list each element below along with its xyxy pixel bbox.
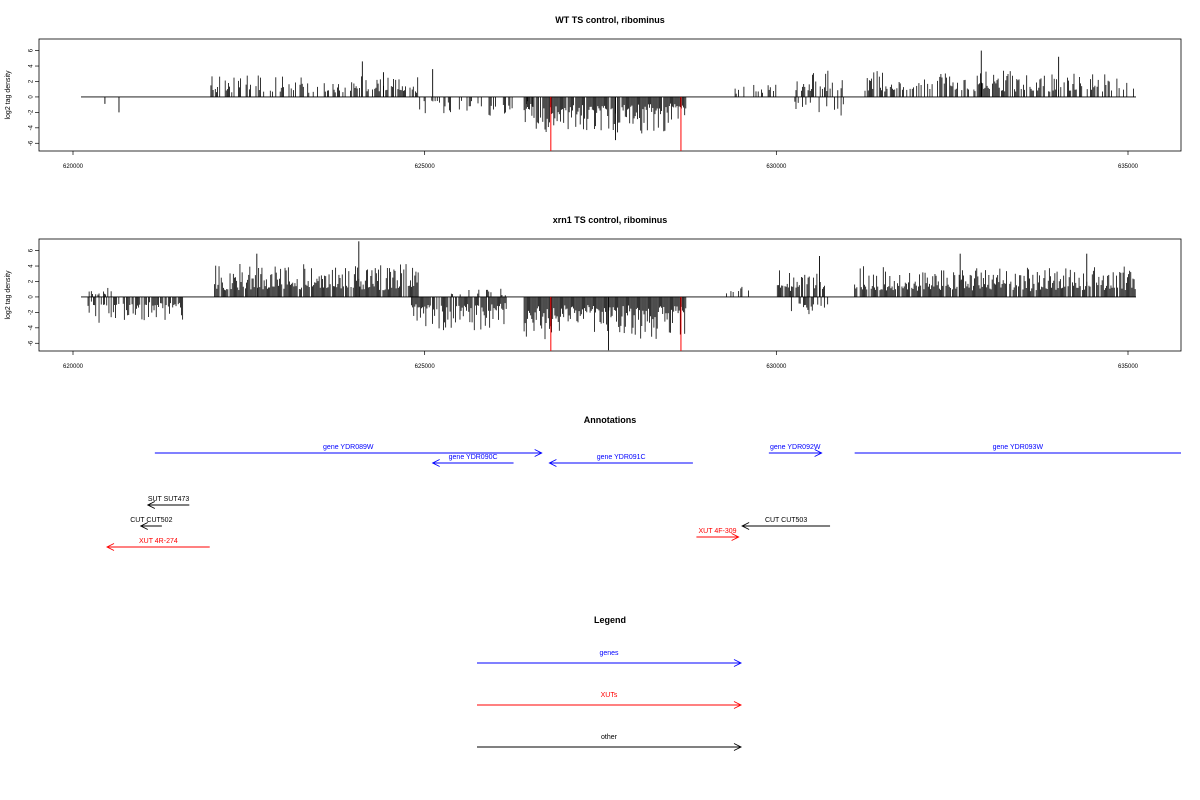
legend-label: other — [601, 734, 618, 741]
feature-label: gene YDR090C — [449, 454, 498, 461]
feature-label: gene YDR093W — [993, 444, 1044, 451]
feature-label: XUT 4R-274 — [139, 538, 178, 545]
wt-y-axis-label: log2 tag density — [5, 70, 12, 120]
wt-panel-title: WT TS control, ribominus — [555, 15, 665, 25]
xrn1-x-axis: 620000 625000 630000 635000 — [63, 351, 1139, 370]
legend-label: genes — [599, 650, 619, 657]
y-tick-label: 6 — [29, 248, 35, 252]
feature-arrows: gene YDR089W gene YDR090C gene YDR091C gene… — [106, 444, 1181, 551]
xrn1-plot-frame — [38, 238, 1182, 352]
y-tick-label: -2 — [29, 109, 35, 115]
wt-plot-frame — [38, 38, 1182, 152]
y-tick-label: 2 — [29, 279, 35, 283]
feature-arrowhead — [106, 543, 115, 551]
x-tick-label: 630000 — [766, 364, 787, 370]
y-tick-label: -4 — [29, 125, 35, 131]
x-tick-label: 635000 — [1118, 164, 1139, 170]
x-tick-label: 620000 — [63, 164, 84, 170]
x-tick-label: 625000 — [415, 164, 436, 170]
feature-label: gene YDR091C — [597, 454, 646, 461]
legend-panel: Legend genes XUTs other — [477, 615, 743, 751]
feature-label: XUT 4F-309 — [699, 528, 737, 535]
feature-arrowhead — [139, 522, 148, 530]
feature-arrowhead — [431, 459, 440, 467]
feature-arrowhead — [534, 449, 543, 457]
y-tick-label: 4 — [29, 64, 35, 68]
feature-arrowhead — [814, 449, 823, 457]
annotations-title: Annotations — [584, 415, 637, 425]
y-tick-label: -6 — [29, 140, 35, 146]
wt-coverage-bars — [81, 50, 1136, 151]
feature-arrowhead — [731, 533, 740, 541]
y-tick-label: -2 — [29, 309, 35, 315]
xrn1-panel-title: xrn1 TS control, ribominus — [553, 215, 668, 225]
xrn1-y-axis-label: log2 tag density — [5, 270, 12, 320]
y-tick-label: 4 — [29, 264, 35, 268]
x-tick-label: 620000 — [63, 364, 84, 370]
x-tick-label: 630000 — [766, 164, 787, 170]
legend-arrowhead — [733, 659, 743, 667]
y-tick-label: 0 — [29, 295, 35, 299]
feature-arrowhead — [146, 501, 156, 509]
legend-arrowhead — [733, 743, 743, 751]
legend-items: genes XUTs other — [477, 650, 743, 751]
wt-y-axis: 6 4 2 0 -2 -4 -6 — [29, 48, 39, 146]
x-tick-label: 635000 — [1118, 364, 1139, 370]
x-tick-label: 625000 — [415, 364, 436, 370]
feature-arrowhead — [741, 522, 750, 530]
legend-arrowhead — [733, 701, 743, 709]
legend-title: Legend — [594, 615, 626, 625]
feature-label: gene YDR092W — [770, 444, 821, 451]
wt-x-axis: 620000 625000 630000 635000 — [63, 151, 1139, 170]
xrn1-coverage-panel: xrn1 TS control, ribominus log2 tag dens… — [5, 215, 1182, 370]
y-tick-label: 2 — [29, 79, 35, 83]
feature-arrowhead — [548, 459, 557, 467]
y-tick-label: -6 — [29, 340, 35, 346]
y-tick-label: 0 — [29, 95, 35, 99]
xrn1-y-axis: 6 4 2 0 -2 -4 -6 — [29, 248, 39, 346]
feature-label: gene YDR089W — [323, 444, 374, 451]
legend-label: XUTs — [601, 692, 618, 699]
wt-coverage-panel: WT TS control, ribominus log2 tag densit… — [5, 15, 1182, 170]
xrn1-coverage-bars — [81, 241, 1136, 351]
y-tick-label: -4 — [29, 325, 35, 331]
y-tick-label: 6 — [29, 48, 35, 52]
feature-label: CUT CUT503 — [765, 517, 807, 524]
feature-label: SUT SUT473 — [148, 496, 190, 503]
feature-label: CUT CUT502 — [130, 517, 172, 524]
